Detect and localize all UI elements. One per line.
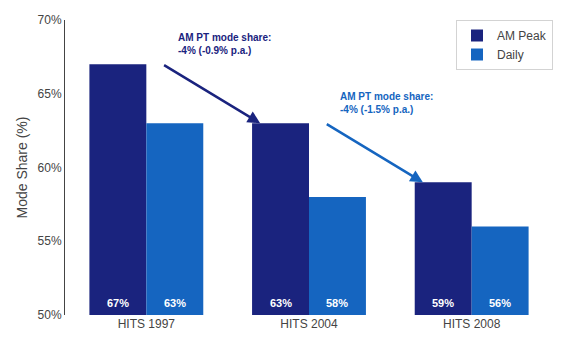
svg-text:56%: 56% <box>489 297 511 309</box>
svg-text:HITS 1997: HITS 1997 <box>118 317 176 331</box>
svg-text:58%: 58% <box>326 297 348 309</box>
svg-text:AM PT mode share:-4% (-0.9% p.: AM PT mode share:-4% (-0.9% p.a.) <box>178 32 271 56</box>
svg-text:HITS 2008: HITS 2008 <box>443 317 501 331</box>
svg-text:63%: 63% <box>270 297 292 309</box>
svg-text:Daily: Daily <box>497 48 524 62</box>
svg-text:AM Peak: AM Peak <box>497 29 547 43</box>
svg-text:Mode Share (%): Mode Share (%) <box>14 117 30 219</box>
svg-text:65%: 65% <box>38 87 62 101</box>
svg-text:HITS 2004: HITS 2004 <box>280 317 338 331</box>
svg-text:67%: 67% <box>107 297 129 309</box>
svg-text:59%: 59% <box>432 297 454 309</box>
svg-text:AM PT mode share:-4% (-1.5% p.: AM PT mode share:-4% (-1.5% p.a.) <box>340 91 433 115</box>
svg-text:50%: 50% <box>38 308 62 322</box>
svg-text:55%: 55% <box>38 234 62 248</box>
svg-text:60%: 60% <box>38 161 62 175</box>
svg-text:70%: 70% <box>38 13 62 27</box>
svg-text:63%: 63% <box>164 297 186 309</box>
